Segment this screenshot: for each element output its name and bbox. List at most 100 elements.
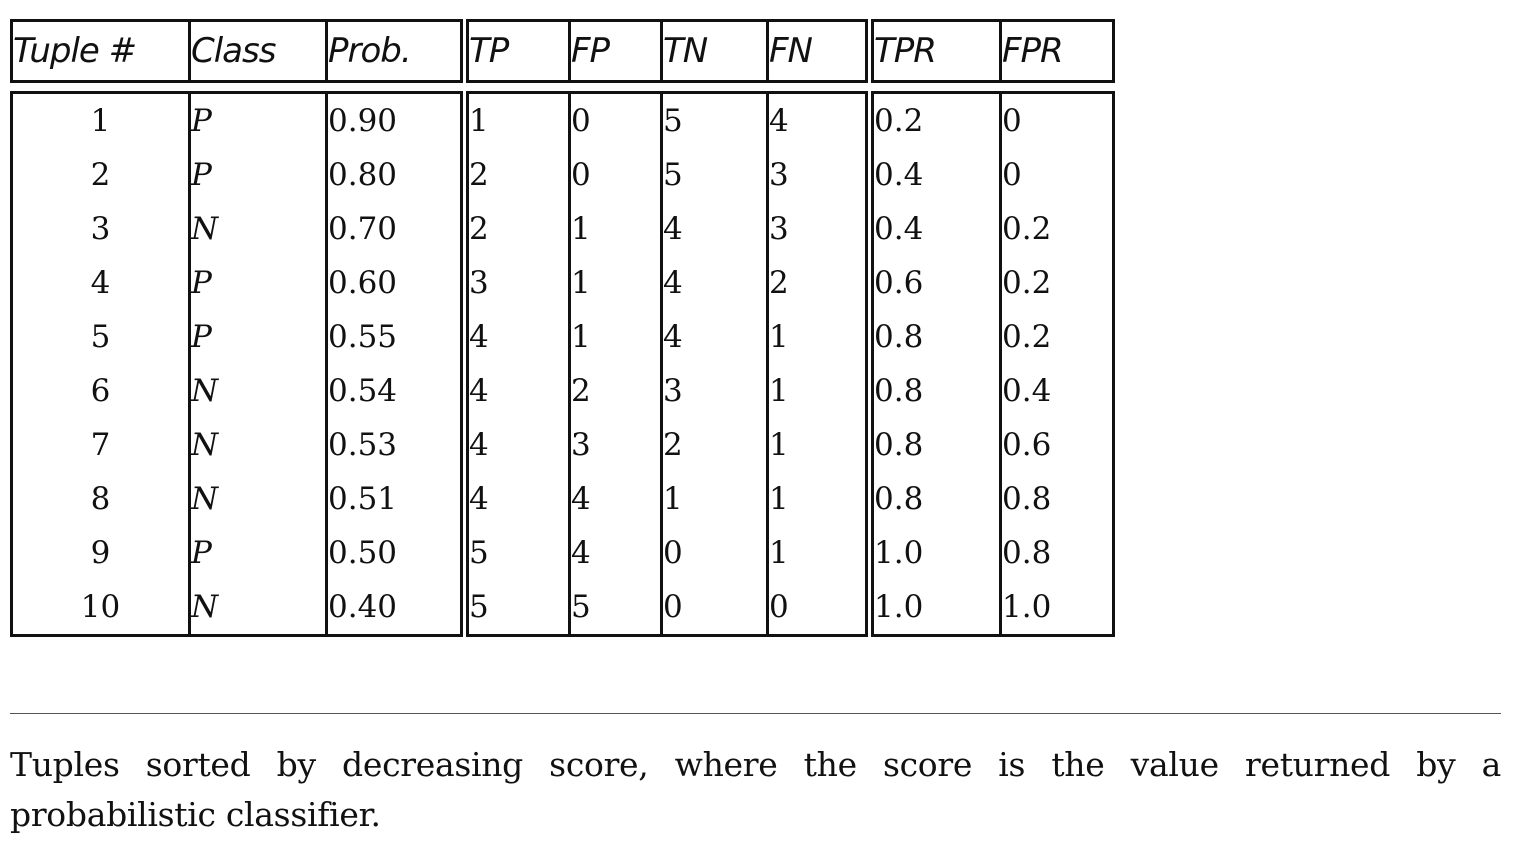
cell-fp: 4 [568, 472, 662, 526]
cell-class: P [188, 526, 327, 580]
cell-fpr: 0.8 [999, 472, 1115, 526]
cell-class: P [188, 256, 327, 310]
cell-class: N [188, 418, 327, 472]
table-row: 7 N 0.53 4 3 2 1 0.8 0.6 [10, 418, 1115, 472]
cell-tp: 5 [460, 526, 570, 580]
cell-fn: 1 [766, 526, 870, 580]
cell-tn: 4 [660, 310, 768, 364]
table-row: 10 N 0.40 5 5 0 0 1.0 1.0 [10, 580, 1115, 637]
cell-fpr: 0.2 [999, 256, 1115, 310]
cell-tuple: 6 [10, 364, 190, 418]
header-tpr: TPR [865, 19, 1001, 83]
cell-tp: 4 [460, 364, 570, 418]
cell-tn: 2 [660, 418, 768, 472]
cell-tpr: 0.4 [865, 148, 1001, 202]
cell-fn: 2 [766, 256, 870, 310]
cell-fp: 2 [568, 364, 662, 418]
cell-tn: 3 [660, 364, 768, 418]
cell-fp: 1 [568, 256, 662, 310]
cell-class: P [188, 148, 327, 202]
cell-tuple: 4 [10, 256, 190, 310]
header-fpr: FPR [999, 19, 1115, 83]
table-row: 3 N 0.70 2 1 4 3 0.4 0.2 [10, 202, 1115, 256]
cell-fn: 4 [766, 91, 870, 148]
cell-fpr: 0.8 [999, 526, 1115, 580]
cell-tp: 2 [460, 148, 570, 202]
cell-fp: 0 [568, 91, 662, 148]
cell-prob: 0.51 [325, 472, 465, 526]
cell-prob: 0.60 [325, 256, 465, 310]
cell-class: N [188, 364, 327, 418]
table-row: 9 P 0.50 5 4 0 1 1.0 0.8 [10, 526, 1115, 580]
cell-tpr: 1.0 [865, 580, 1001, 637]
cell-tn: 4 [660, 256, 768, 310]
cell-tn: 4 [660, 202, 768, 256]
cell-tp: 4 [460, 472, 570, 526]
cell-fpr: 0.6 [999, 418, 1115, 472]
cell-tuple: 9 [10, 526, 190, 580]
cell-fn: 1 [766, 364, 870, 418]
cell-class: N [188, 472, 327, 526]
header-tuple: Tuple # [10, 19, 190, 83]
cell-fp: 4 [568, 526, 662, 580]
cell-fn: 3 [766, 202, 870, 256]
cell-fn: 3 [766, 148, 870, 202]
footnote-rule [10, 713, 1501, 714]
header-prob: Prob. [325, 19, 465, 83]
cell-fpr: 0.2 [999, 310, 1115, 364]
cell-tuple: 3 [10, 202, 190, 256]
cell-prob: 0.50 [325, 526, 465, 580]
cell-tuple: 2 [10, 148, 190, 202]
table-row: 5 P 0.55 4 1 4 1 0.8 0.2 [10, 310, 1115, 364]
cell-tn: 5 [660, 91, 768, 148]
header-fn: FN [766, 19, 870, 83]
cell-prob: 0.40 [325, 580, 465, 637]
cell-fp: 0 [568, 148, 662, 202]
cell-tp: 3 [460, 256, 570, 310]
cell-tn: 1 [660, 472, 768, 526]
cell-prob: 0.70 [325, 202, 465, 256]
table-row: 2 P 0.80 2 0 5 3 0.4 0 [10, 148, 1115, 202]
cell-fp: 3 [568, 418, 662, 472]
cell-tn: 0 [660, 526, 768, 580]
cell-fp: 1 [568, 310, 662, 364]
cell-tuple: 8 [10, 472, 190, 526]
cell-tpr: 0.8 [865, 310, 1001, 364]
header-row: Tuple # Class Prob. TP FP TN FN TPR FPR [10, 19, 1115, 83]
cell-class: N [188, 202, 327, 256]
cell-tuple: 10 [10, 580, 190, 637]
cell-tpr: 0.8 [865, 364, 1001, 418]
cell-fn: 1 [766, 310, 870, 364]
cell-fn: 1 [766, 472, 870, 526]
roc-table: Tuple # Class Prob. TP FP TN FN TPR FPR … [10, 19, 1115, 637]
header-tn: TN [660, 19, 768, 83]
cell-tn: 5 [660, 148, 768, 202]
cell-prob: 0.54 [325, 364, 465, 418]
cell-tp: 1 [460, 91, 570, 148]
cell-tn: 0 [660, 580, 768, 637]
cell-fn: 0 [766, 580, 870, 637]
cell-tp: 2 [460, 202, 570, 256]
cell-tp: 4 [460, 418, 570, 472]
cell-tp: 5 [460, 580, 570, 637]
cell-tpr: 0.8 [865, 418, 1001, 472]
header-gap [12, 82, 1114, 93]
cell-tuple: 5 [10, 310, 190, 364]
header-class: Class [188, 19, 327, 83]
table-row: 4 P 0.60 3 1 4 2 0.6 0.2 [10, 256, 1115, 310]
cell-tpr: 0.2 [865, 91, 1001, 148]
cell-tpr: 1.0 [865, 526, 1001, 580]
cell-tpr: 0.4 [865, 202, 1001, 256]
header-tp: TP [460, 19, 570, 83]
cell-fpr: 0 [999, 148, 1115, 202]
cell-prob: 0.80 [325, 148, 465, 202]
cell-tuple: 7 [10, 418, 190, 472]
cell-class: N [188, 580, 327, 637]
table-caption: Tuples sorted by decreasing score, where… [10, 745, 1501, 834]
cell-fpr: 0.4 [999, 364, 1115, 418]
cell-tpr: 0.6 [865, 256, 1001, 310]
cell-class: P [188, 91, 327, 148]
cell-prob: 0.53 [325, 418, 465, 472]
cell-tp: 4 [460, 310, 570, 364]
cell-fp: 5 [568, 580, 662, 637]
